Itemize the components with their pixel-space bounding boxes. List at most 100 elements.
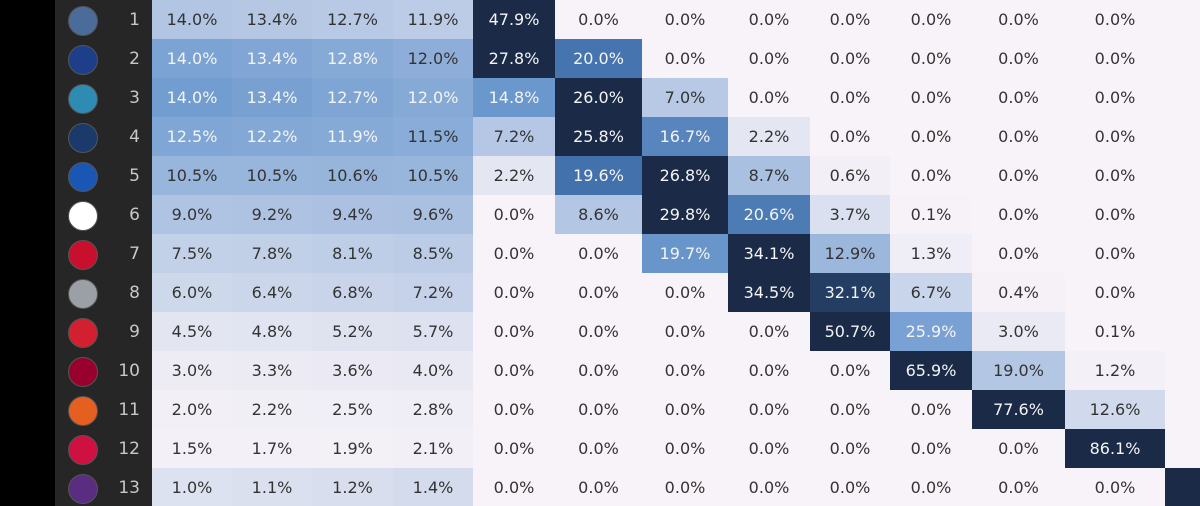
heatmap-cell: 0.0% <box>555 0 642 39</box>
heatmap-cell: 9.2% <box>232 195 312 234</box>
heatmap-cell: 0.0% <box>810 468 890 506</box>
rank-number: 12 <box>118 438 140 459</box>
heatmap-cell: 10.5% <box>152 156 232 195</box>
heatmap-cell: 13.4% <box>232 0 312 39</box>
heatmap-cell: 1.5% <box>152 429 232 468</box>
heatmap-cell: 0.1% <box>890 195 972 234</box>
heatmap-cell: 26.8% <box>642 156 728 195</box>
heatmap-cell: 2.1% <box>393 429 473 468</box>
heatmap-cell: 0.6% <box>810 156 890 195</box>
heatmap-cell: 0.0% <box>890 0 972 39</box>
heatmap-cell: 0.0% <box>810 39 890 78</box>
heatmap-cell: 0.0% <box>642 468 728 506</box>
heatmap-cell: 0.0% <box>1065 39 1165 78</box>
heatmap-cell: 1.7% <box>232 429 312 468</box>
heatmap-cell: 4.0% <box>393 351 473 390</box>
heatmap-cell: 0.0% <box>473 351 555 390</box>
team-logo <box>68 123 98 153</box>
heatmap-cell: 0.0% <box>1065 468 1165 506</box>
heatmap-cell: 19.7% <box>642 234 728 273</box>
heatmap-cell: 0.0% <box>473 390 555 429</box>
heatmap-cell: 0.4% <box>972 273 1065 312</box>
heatmap-cell: 0.0% <box>972 0 1065 39</box>
heatmap-cell: 12.0% <box>393 39 473 78</box>
heatmap-cell: 1.0% <box>152 468 232 506</box>
heatmap-cell: 0.0% <box>890 468 972 506</box>
heatmap-cell: 0.0% <box>890 390 972 429</box>
heatmap-cell: 16.7% <box>642 117 728 156</box>
heatmap-cell: 20.6% <box>728 195 810 234</box>
rank-number: 1 <box>129 9 140 30</box>
heatmap-cell: 9.6% <box>393 195 473 234</box>
heatmap-cell: 0.0% <box>890 429 972 468</box>
heatmap-cell: 19.6% <box>555 156 642 195</box>
heatmap-cell: 12.5% <box>152 117 232 156</box>
heatmap-cell: 0.0% <box>972 156 1065 195</box>
heatmap-cell: 0.0% <box>728 468 810 506</box>
heatmap-cell: 10.6% <box>312 156 393 195</box>
team-logo <box>68 474 98 504</box>
heatmap-cell: 0.0% <box>555 234 642 273</box>
heatmap-cell: 8.1% <box>312 234 393 273</box>
heatmap-cell: 11.5% <box>393 117 473 156</box>
team-logo <box>68 6 98 36</box>
heatmap-cell: 0.0% <box>890 39 972 78</box>
heatmap-cell: 32.1% <box>810 273 890 312</box>
heatmap-cell: 0.0% <box>555 390 642 429</box>
heatmap-cell: 4.8% <box>232 312 312 351</box>
heatmap-cell: 0.0% <box>473 468 555 506</box>
rank-number: 9 <box>129 321 140 342</box>
rank-number: 2 <box>129 48 140 69</box>
team-logo <box>68 318 98 348</box>
heatmap-cell: 11.9% <box>393 0 473 39</box>
heatmap-cell: 0.0% <box>810 351 890 390</box>
heatmap-cell: 0.0% <box>1065 195 1165 234</box>
team-logo <box>68 396 98 426</box>
heatmap-cell: 12.7% <box>312 0 393 39</box>
heatmap-cell: 65.9% <box>890 351 972 390</box>
heatmap-cell: 47.9% <box>473 0 555 39</box>
heatmap-cell: 1.9% <box>312 429 393 468</box>
heatmap-cell: 0.0% <box>972 39 1065 78</box>
heatmap-cell: 2.2% <box>473 156 555 195</box>
heatmap-cell: 7.0% <box>642 78 728 117</box>
heatmap-cell: 0.0% <box>555 273 642 312</box>
heatmap-cell: 1.2% <box>312 468 393 506</box>
heatmap-cell: 6.4% <box>232 273 312 312</box>
heatmap-cell: 26.0% <box>555 78 642 117</box>
heatmap-cell: 3.7% <box>810 195 890 234</box>
heatmap-cell: 7.5% <box>152 234 232 273</box>
heatmap-cell: 1.2% <box>1065 351 1165 390</box>
left-edge <box>0 0 55 506</box>
heatmap-cell: 0.0% <box>642 351 728 390</box>
rank-number: 7 <box>129 243 140 264</box>
heatmap-cell: 0.0% <box>642 0 728 39</box>
heatmap-cell: 0.0% <box>810 0 890 39</box>
heatmap-cell: 0.0% <box>473 273 555 312</box>
heatmap-cell: 14.0% <box>152 39 232 78</box>
heatmap-cell: 2.2% <box>232 390 312 429</box>
heatmap-cell: 3.0% <box>152 351 232 390</box>
heatmap-cell: 10.5% <box>232 156 312 195</box>
heatmap-cell: 20.0% <box>555 39 642 78</box>
heatmap-cell: 3.3% <box>232 351 312 390</box>
heatmap-cell: 0.0% <box>972 195 1065 234</box>
heatmap-cell: 0.0% <box>1065 117 1165 156</box>
heatmap-cell: 0.0% <box>728 351 810 390</box>
heatmap-cell: 12.8% <box>312 39 393 78</box>
heatmap-cell: 8.5% <box>393 234 473 273</box>
team-logo <box>68 45 98 75</box>
heatmap-cell: 13.4% <box>232 39 312 78</box>
heatmap-cell: 0.0% <box>1065 234 1165 273</box>
heatmap-cell: 7.8% <box>232 234 312 273</box>
heatmap-cell: 0.0% <box>972 234 1065 273</box>
heatmap-cell: 5.7% <box>393 312 473 351</box>
heatmap-cell: 0.0% <box>810 429 890 468</box>
heatmap-cell: 0.0% <box>555 429 642 468</box>
heatmap-cell: 34.1% <box>728 234 810 273</box>
heatmap-cell: 2.0% <box>152 390 232 429</box>
heatmap-cell: 29.8% <box>642 195 728 234</box>
heatmap-cell: 11.9% <box>312 117 393 156</box>
rank-number: 8 <box>129 282 140 303</box>
heatmap-cell: 9 <box>1165 468 1200 506</box>
